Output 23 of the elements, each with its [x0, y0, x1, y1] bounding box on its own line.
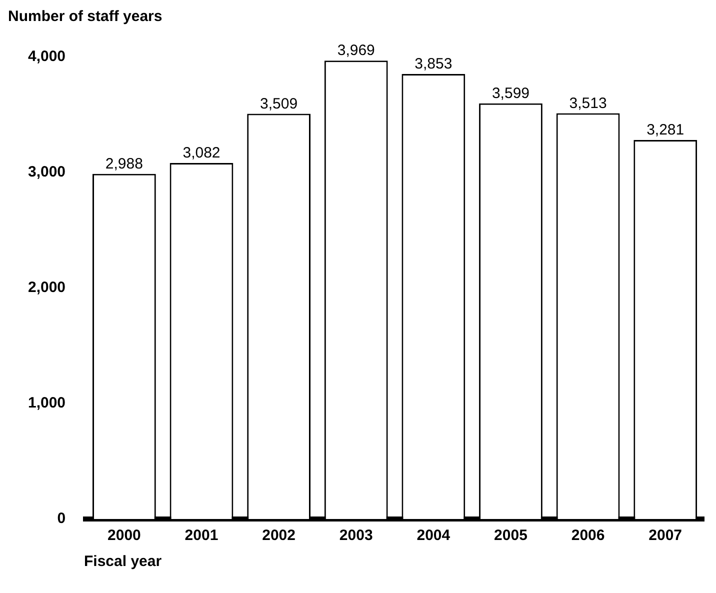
- x-tick-label: 2007: [648, 527, 682, 544]
- data-label: 3,599: [492, 84, 530, 102]
- data-label: 3,513: [569, 94, 607, 112]
- data-label: 3,281: [646, 122, 684, 139]
- data-label: 2,988: [105, 156, 143, 173]
- x-tick-label: 2005: [494, 527, 528, 544]
- x-tick-label: 2000: [108, 527, 141, 544]
- x-axis-title: Fiscal year: [84, 553, 163, 570]
- y-tick-label: 4,000: [28, 48, 66, 66]
- data-label: 3,082: [182, 144, 220, 162]
- data-label: 3,853: [414, 56, 452, 73]
- data-label: 3,969: [337, 42, 375, 60]
- y-tick-label: 0: [57, 510, 66, 528]
- x-tick-label: 2002: [262, 527, 296, 544]
- x-tick-label: 2004: [416, 527, 451, 544]
- y-tick-label: 3,000: [28, 164, 66, 181]
- y-tick-label: 2,000: [28, 279, 66, 296]
- x-tick-label: 2001: [184, 527, 218, 544]
- x-tick-label: 2003: [339, 527, 373, 544]
- data-label: 3,509: [260, 95, 298, 112]
- y-tick-label: 1,000: [28, 394, 66, 412]
- x-tick-label: 2006: [571, 527, 605, 544]
- y-axis-title: Number of staff years: [8, 8, 164, 27]
